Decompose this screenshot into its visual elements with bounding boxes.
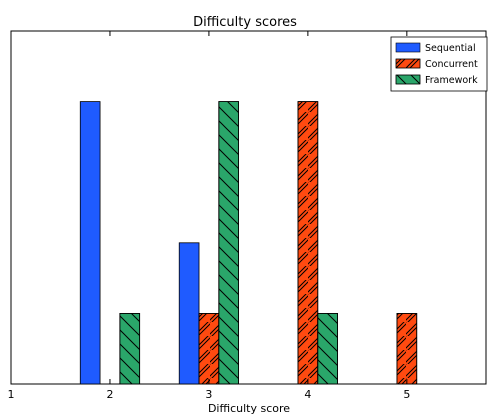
chart-title: Difficulty scores <box>193 15 297 30</box>
bar-hatch-framework-0 <box>119 312 141 385</box>
bar-hatch-framework-1 <box>218 101 240 385</box>
legend-swatch-sequential <box>395 42 421 53</box>
bar-hatch-concurrent-0 <box>198 312 220 385</box>
bars-layer <box>79 101 418 385</box>
x-tick-label-5: 5 <box>403 388 410 401</box>
x-tick-label-4: 4 <box>304 388 311 401</box>
legend-swatch-hatch-framework <box>395 74 421 85</box>
legend-label-framework: Framework <box>425 75 478 86</box>
x-tick-label-3: 3 <box>205 388 212 401</box>
bar-sequential-0 <box>79 101 101 385</box>
bar-hatch-concurrent-1 <box>297 101 319 385</box>
bar-hatch-concurrent-2 <box>396 312 418 385</box>
bar-sequential-1 <box>178 242 200 385</box>
bar-hatch-framework-2 <box>317 312 338 385</box>
x-tick-label-1: 1 <box>8 388 15 401</box>
legend-label-concurrent: Concurrent <box>425 59 478 70</box>
plot-frame <box>10 30 487 385</box>
x-axis-ticks: 1 2 3 4 5 <box>8 31 410 401</box>
legend: Sequential Concurrent Framework <box>390 36 488 92</box>
x-axis-label: Difficulty score <box>208 402 290 415</box>
legend-swatch-hatch-concurrent <box>395 58 421 69</box>
x-tick-label-2: 2 <box>106 388 113 401</box>
legend-label-sequential: Sequential <box>425 43 476 54</box>
